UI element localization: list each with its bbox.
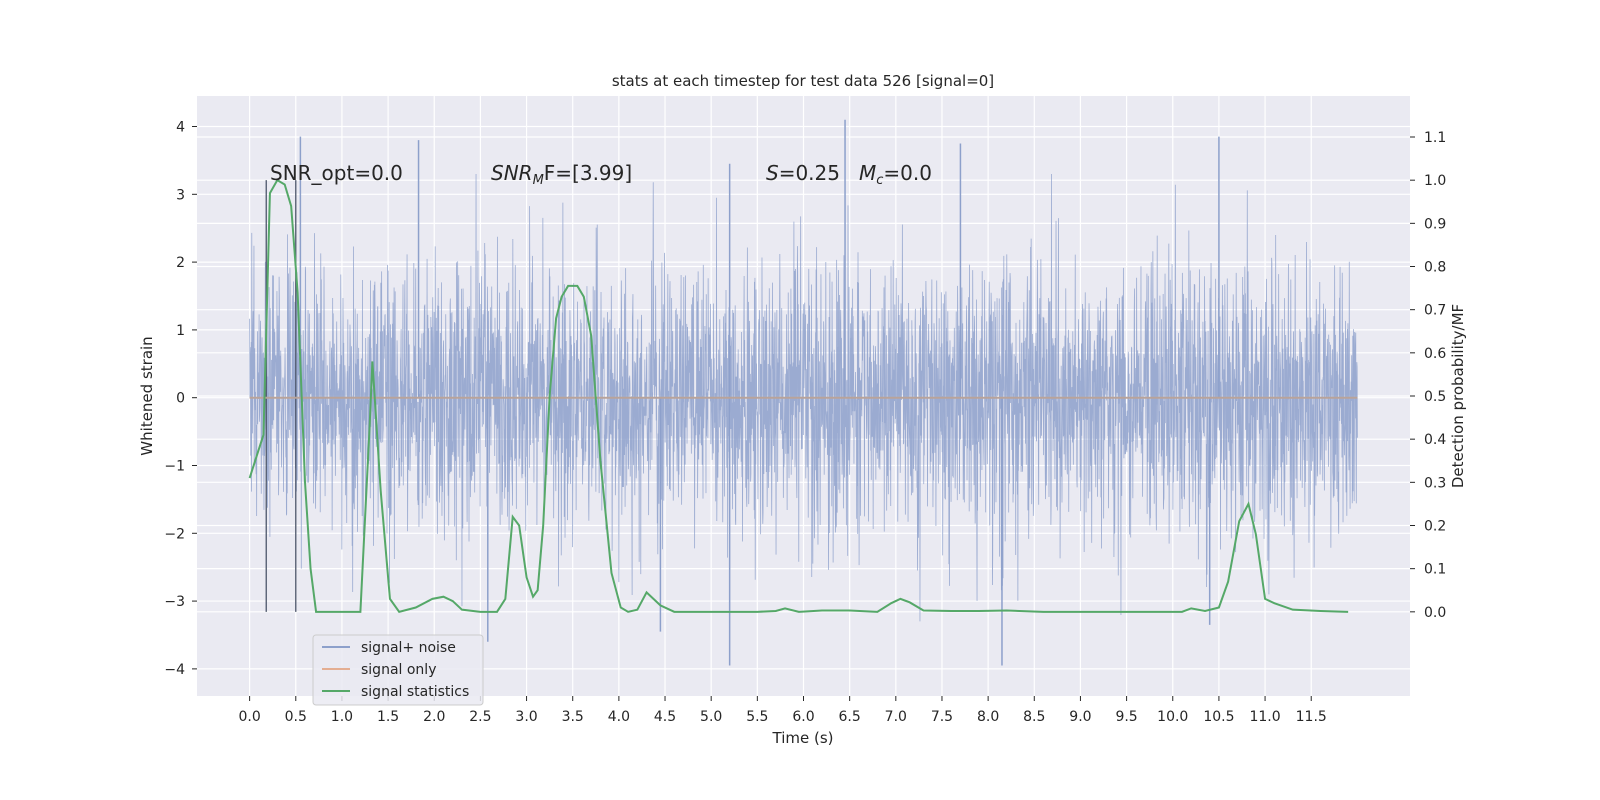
annotation-s-value: =0.25 <box>779 161 840 185</box>
chart-title: stats at each timestep for test data 526… <box>612 72 994 90</box>
x-tick-label: 5.0 <box>700 709 722 725</box>
y-right-tick-label: 0.2 <box>1424 518 1446 534</box>
y-left-tick-label: 2 <box>176 255 185 271</box>
annotation-s-symbol: S <box>766 161 779 185</box>
y-left-tick-label: 1 <box>176 323 185 339</box>
x-tick-label: 0.0 <box>238 709 260 725</box>
y-left-tick-label: 3 <box>176 187 185 203</box>
x-tick-label: 10.5 <box>1203 709 1234 725</box>
y-right-tick-label: 0.0 <box>1424 605 1446 621</box>
x-tick-label: 3.0 <box>515 709 537 725</box>
x-tick-label: 0.5 <box>285 709 307 725</box>
x-tick-label: 8.0 <box>977 709 999 725</box>
axis-ticks: 0.0 0.5 1.0 1.5 2.0 2.5 3.0 3.5 4.0 4.5 5.0 5.5 6.0 6… <box>164 120 1446 725</box>
annotation-snr-mf-main: SNR <box>491 161 533 185</box>
x-tick-label: 11.0 <box>1249 709 1280 725</box>
x-tick-label: 7.5 <box>931 709 953 725</box>
y-right-tick-label: 0.9 <box>1424 216 1446 232</box>
y-right-tick-label: 1.0 <box>1424 173 1446 189</box>
y-left-tick-label: −4 <box>164 662 185 678</box>
annotation-mc-value: =0.0 <box>883 161 932 185</box>
annotation-s: S=0.25 <box>766 161 840 185</box>
x-tick-label: 8.5 <box>1023 709 1045 725</box>
signal-statistics-line <box>248 178 1349 613</box>
legend: signal+ noise signal only signal statist… <box>312 634 484 706</box>
legend-label-signal-noise: signal+ noise <box>361 640 456 656</box>
signal-noise-trace <box>249 173 1358 622</box>
y-axis-label-left: Whitened strain <box>138 336 156 455</box>
annotation-snr-mf-sub: M <box>533 173 544 188</box>
y-left-tick-label: −1 <box>164 458 185 474</box>
legend-box <box>312 634 484 706</box>
legend-label-signal-statistics: signal statistics <box>361 684 469 700</box>
x-tick-label: 9.5 <box>1115 709 1137 725</box>
vertical-markers <box>265 180 297 612</box>
signal-noise-series <box>249 119 1358 666</box>
x-tick-label: 11.5 <box>1296 709 1327 725</box>
x-tick-label: 3.5 <box>562 709 584 725</box>
x-tick-label: 5.5 <box>746 709 768 725</box>
annotation-snr-mf-rest: F=[3.99] <box>544 161 632 185</box>
x-tick-label: 1.5 <box>377 709 399 725</box>
y-right-tick-label: 0.6 <box>1424 346 1446 362</box>
y-left-tick-label: 0 <box>176 391 185 407</box>
annotation-snr-mf: SNRMF=[3.99] <box>491 161 632 188</box>
annotation-snr-opt: SNR_opt=0.0 <box>270 161 403 185</box>
signal-statistics-series <box>248 178 1349 613</box>
x-tick-label: 4.5 <box>654 709 676 725</box>
x-tick-label: 4.0 <box>608 709 630 725</box>
y-right-tick-label: 0.7 <box>1424 303 1446 319</box>
x-tick-label: 6.5 <box>839 709 861 725</box>
x-tick-label: 10.0 <box>1157 709 1188 725</box>
y-left-tick-label: 4 <box>176 120 185 136</box>
y-right-tick-label: 0.3 <box>1424 475 1446 491</box>
x-tick-label: 6.0 <box>792 709 814 725</box>
legend-label-signal-only: signal only <box>361 662 436 678</box>
y-axis-label-right: Detection probability/MF <box>1449 304 1467 488</box>
y-left-tick-label: −3 <box>164 594 185 610</box>
x-tick-label: 2.5 <box>469 709 491 725</box>
y-right-tick-label: 0.1 <box>1424 562 1446 578</box>
x-tick-label: 2.0 <box>423 709 445 725</box>
y-left-tick-label: −2 <box>164 526 185 542</box>
annotation-mc-main: M <box>859 161 876 185</box>
x-tick-label: 9.0 <box>1069 709 1091 725</box>
y-right-tick-label: 0.4 <box>1424 432 1446 448</box>
annotation-mc: Mc=0.0 <box>859 161 932 188</box>
y-right-tick-label: 0.8 <box>1424 260 1446 276</box>
annotation-mc-sub: c <box>876 173 883 188</box>
x-tick-label: 7.0 <box>885 709 907 725</box>
x-tick-label: 1.0 <box>331 709 353 725</box>
y-right-tick-label: 1.1 <box>1424 130 1446 146</box>
x-axis-label: Time (s) <box>772 729 834 747</box>
y-right-tick-label: 0.5 <box>1424 389 1446 405</box>
